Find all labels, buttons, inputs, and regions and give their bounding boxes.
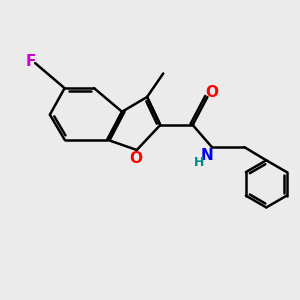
Text: O: O: [129, 151, 142, 166]
Text: H: H: [194, 156, 204, 169]
Text: O: O: [205, 85, 218, 100]
Text: F: F: [26, 54, 36, 69]
Text: N: N: [201, 148, 214, 163]
